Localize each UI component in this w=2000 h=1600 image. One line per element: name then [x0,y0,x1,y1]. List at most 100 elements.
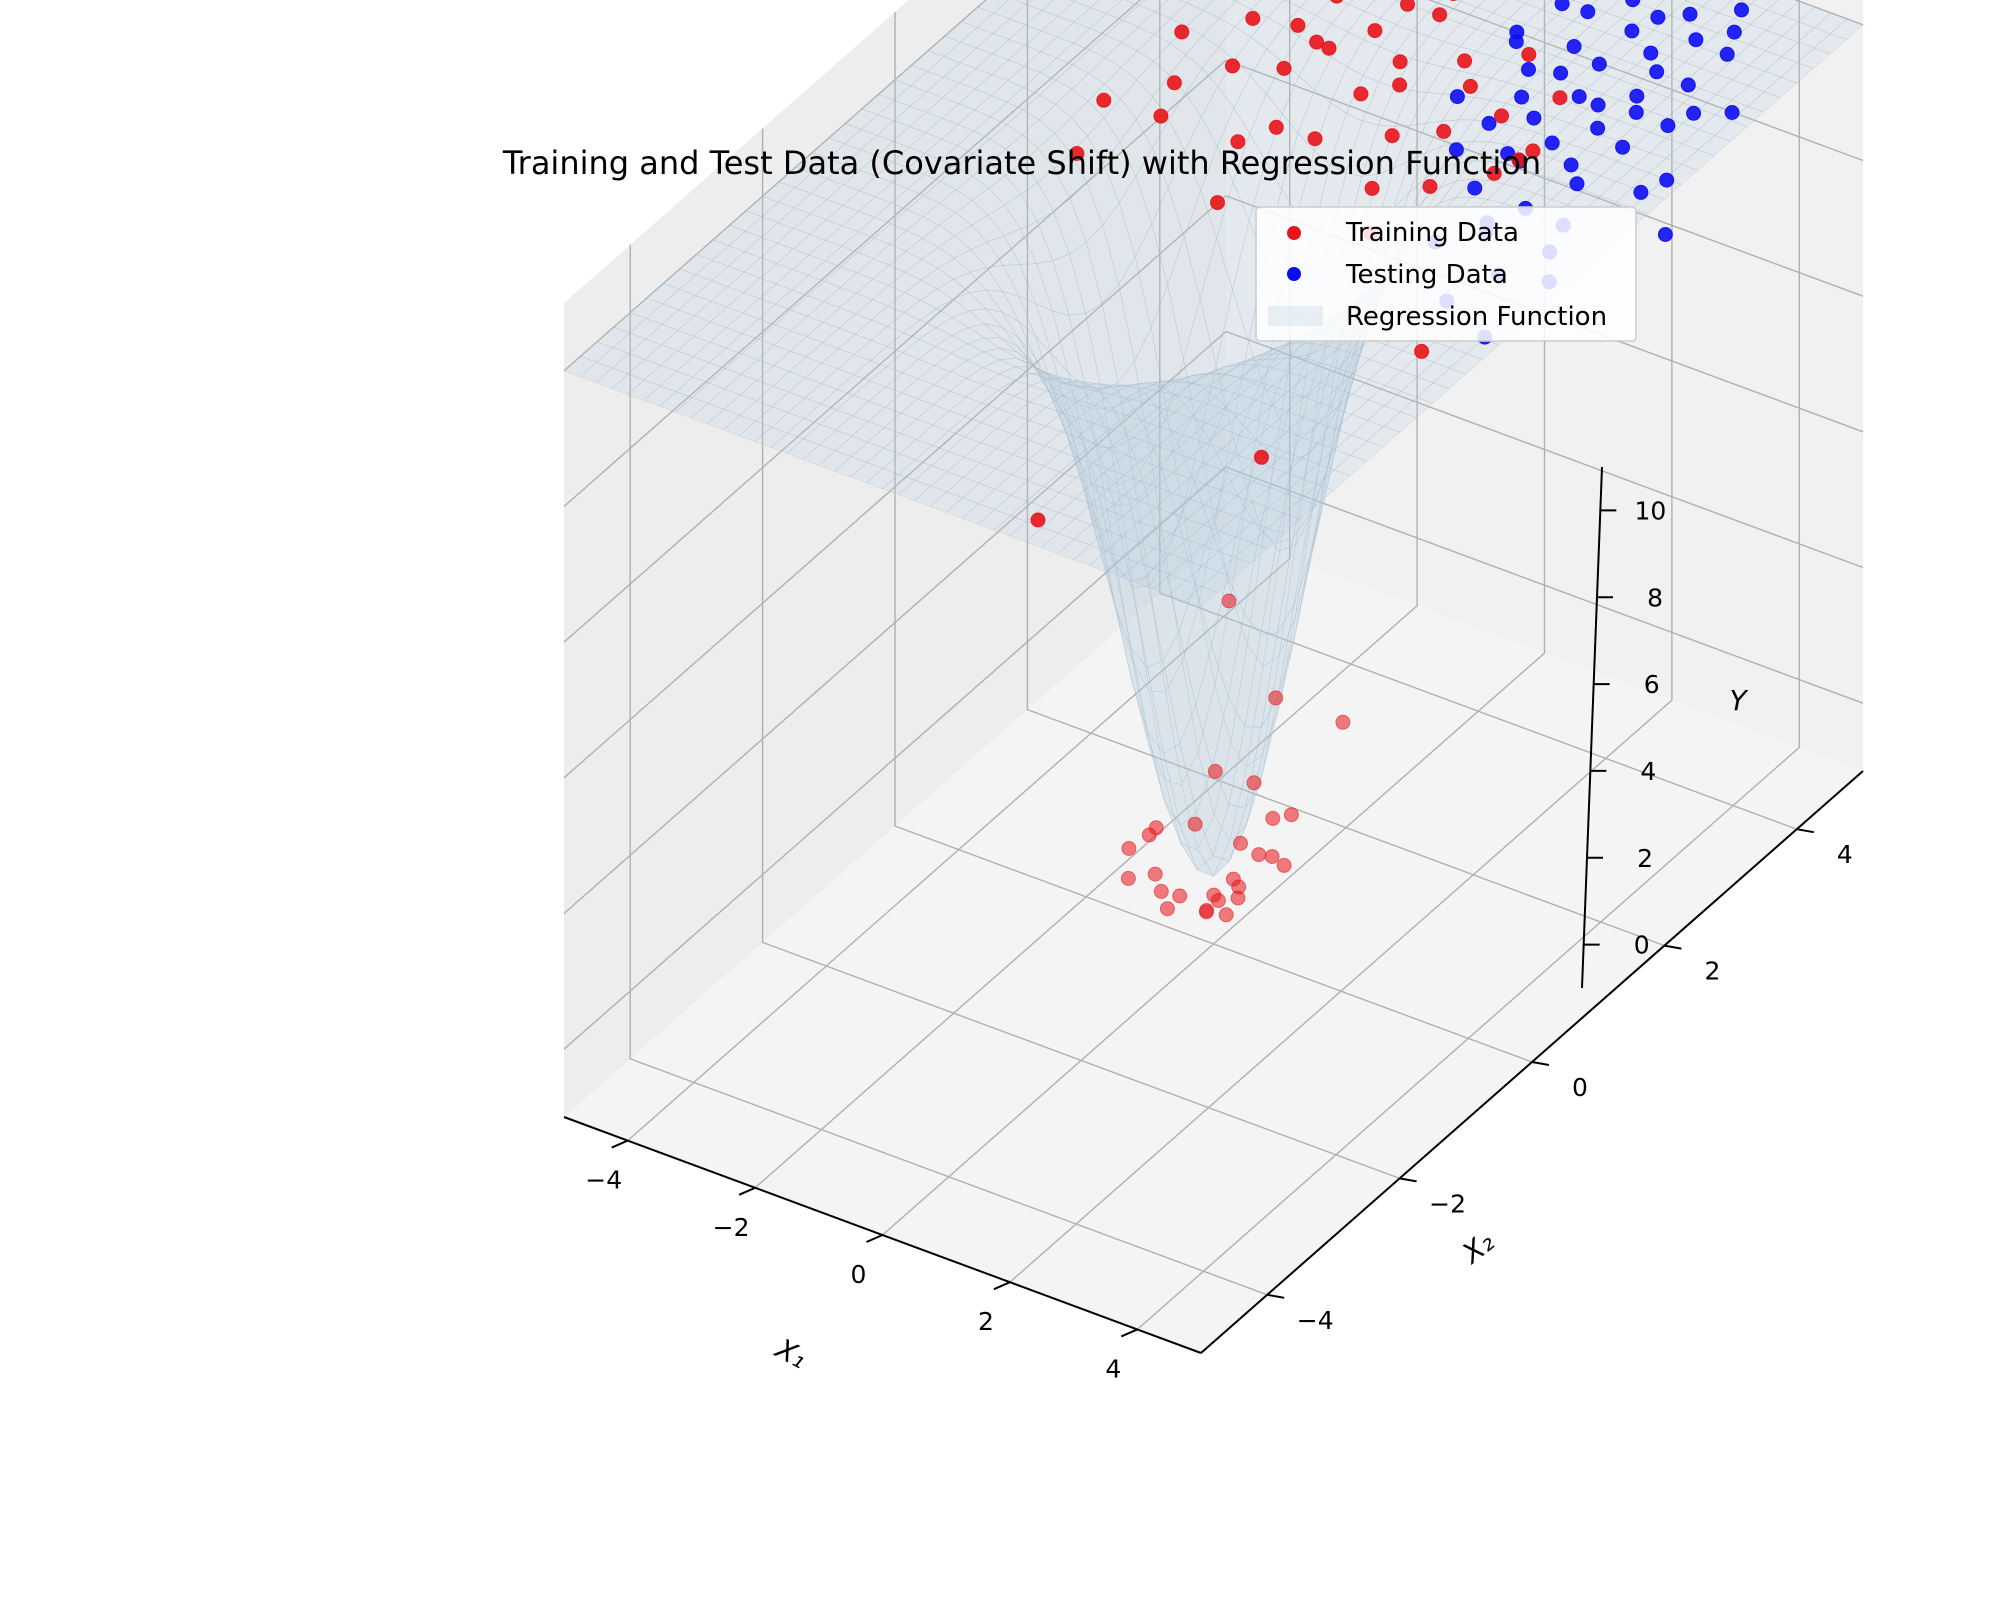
surface-patch [908,132,943,154]
surface-patch [1257,342,1291,357]
surface-patch [854,319,889,341]
surface-patch [983,323,1018,347]
surface-patch [802,423,837,446]
surface-patch [919,308,954,328]
surface-patch [978,468,1013,490]
x-tick-label: 4 [1105,1354,1121,1383]
surface-patch [1050,394,1084,488]
testing-point [1481,115,1497,131]
surface-patch [1210,406,1244,475]
surface-patch [1164,801,1198,870]
surface-patch [1177,414,1211,484]
surface-patch [1782,0,1816,23]
surface-patch [1055,88,1089,118]
surface-patch [1266,26,1300,63]
surface-patch [930,471,964,493]
surface-patch [1243,529,1277,636]
surface-patch [1170,518,1205,540]
surface-patch [712,224,746,247]
training-point [1159,901,1175,917]
surface-patch [1255,385,1289,407]
surface-patch [1076,423,1111,444]
surface-patch [1351,379,1386,401]
surface-patch [1524,9,1558,31]
surface-patch [810,178,845,200]
surface-patch [1294,488,1328,639]
surface-patch [1138,0,1169,13]
surface-patch [1223,364,1258,378]
surface-patch [889,230,924,252]
surface-patch [990,80,1025,103]
surface-patch [1269,431,1304,453]
surface-patch [728,210,763,232]
surface-patch [1251,486,1286,509]
surface-patch [1325,355,1359,473]
surface-patch [1163,743,1197,827]
surface-patch [897,479,932,501]
surface-patch [1233,75,1267,135]
x-tick [993,1281,1011,1291]
surface-patch [678,294,712,317]
training-point [1172,888,1188,904]
surface-patch [1308,366,1342,454]
surface-patch [1137,547,1171,570]
surface-patch [1538,56,1573,78]
surface-patch [744,236,778,258]
surface-patch [1013,385,1048,403]
x-tick-label: 2 [978,1307,994,1336]
surface-patch [872,264,906,286]
surface-patch [925,117,959,140]
surface-patch [776,228,811,250]
surface-patch [1201,571,1235,593]
surface-patch [1275,395,1309,462]
training-point [1525,143,1541,159]
surface-patch [1098,532,1132,650]
training-point [1069,146,1085,161]
surface-patch [1319,387,1354,410]
surface-patch [1433,347,1467,369]
training-point [1521,47,1537,62]
training-point [1153,883,1169,899]
surface-patch [1251,507,1285,529]
surface-patch [643,385,677,407]
grid-line-z [563,466,1864,1050]
surface-patch [1136,60,1170,98]
surface-patch [1118,256,1152,363]
surface-patch [786,438,820,460]
surface-patch [839,272,874,294]
surface-patch [1236,460,1271,482]
surface-patch [1267,513,1301,535]
surface-patch [988,175,1022,206]
surface-patch [1199,365,1233,524]
surface-patch [1765,35,1799,58]
surface-patch [850,441,885,463]
surface-patch [1412,0,1442,13]
surface-patch [1035,303,1069,373]
surface-patch [1185,68,1219,118]
surface-patch [1242,385,1276,444]
surface-patch [1716,59,1750,81]
surface-patch [1140,445,1175,467]
surface-patch [1094,384,1129,395]
surface-patch [1186,524,1220,546]
surface-patch [1183,298,1217,442]
surface-patch [1036,211,1070,262]
training-point [1265,810,1281,826]
surface-patch [1156,451,1190,473]
surface-patch [708,347,743,369]
surface-patch [1476,0,1508,14]
surface-patch [1313,102,1347,166]
surface-patch [890,188,925,210]
surface-patch [1589,0,1621,13]
surface-patch [1426,66,1460,95]
surface-patch [1089,0,1123,15]
surface-patch [1017,346,1051,393]
testing-point [1719,46,1735,62]
surface-patch [1285,437,1320,459]
surface-patch [910,70,944,93]
surface-patch [1432,367,1467,389]
surface-patch [1276,452,1310,544]
surface-patch [1106,515,1140,537]
surface-patch [1765,15,1800,37]
surface-patch [1347,0,1376,12]
